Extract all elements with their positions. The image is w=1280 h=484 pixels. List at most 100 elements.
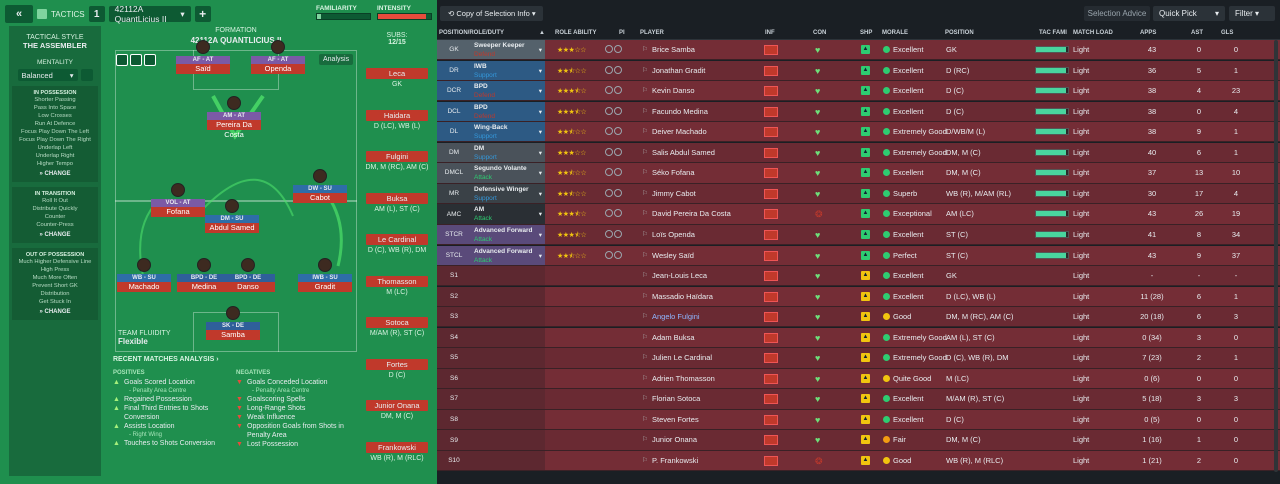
table-row[interactable]: S4 ⚐ Adam Buksa ♥ ▲ Extremely Good AM (L), ST …: [437, 327, 1280, 348]
analysis-item[interactable]: ▼ Long-Range Shots: [236, 404, 359, 413]
chevron-down-icon[interactable]: ▾: [538, 47, 542, 54]
row-role-duty[interactable]: Defensive Winger Support ▾: [471, 183, 545, 204]
pitch-player[interactable]: AF - AT Saïd: [176, 40, 230, 74]
row-role-duty[interactable]: AM Attack ▾: [471, 204, 545, 224]
analysis-item[interactable]: ▼ Lost Possession: [236, 440, 359, 449]
mentality-select[interactable]: Balanced ▾: [17, 69, 78, 81]
row-role-duty[interactable]: DM Support ▾: [471, 142, 545, 163]
chevron-down-icon[interactable]: ▾: [538, 149, 542, 157]
table-row[interactable]: STCR Advanced Forward Attack ▾ ★★★⯪☆ ⚐ Loïs Op…: [437, 224, 1280, 246]
analysis-item[interactable]: ▼ Weak Influence: [236, 413, 359, 422]
mentality-info-icon[interactable]: [80, 69, 93, 81]
header-position-role-duty[interactable]: POSITION/ROLE/DUTY: [439, 30, 505, 36]
header-shp[interactable]: SHP: [860, 30, 873, 36]
row-role-duty[interactable]: Wing-Back Support ▾: [471, 122, 545, 142]
sub-player[interactable]: Fortes D (C): [362, 358, 432, 379]
player-name[interactable]: Angelo Fulgini: [652, 312, 700, 322]
in-transition-change-button[interactable]: » CHANGE: [39, 232, 71, 238]
row-role-duty[interactable]: Advanced Forward Attack ▾: [471, 245, 545, 265]
header-gls[interactable]: GLS: [1221, 30, 1234, 36]
header-ast[interactable]: AST: [1191, 30, 1203, 36]
table-row[interactable]: S5 ⚐ Julien Le Cardinal ♥ ▲ Extremely Good D (…: [437, 348, 1280, 369]
formation-name[interactable]: 42112A QUANTLICIUS II: [190, 36, 282, 45]
player-name[interactable]: Salis Abdul Samed: [652, 147, 715, 157]
analysis-item[interactable]: ▲ Assists Location: [113, 422, 236, 431]
player-name[interactable]: Loïs Openda: [652, 229, 695, 239]
analysis-item[interactable]: ▼ Goals Conceded Location: [236, 378, 359, 387]
player-name[interactable]: Julien Le Cardinal: [652, 353, 713, 363]
tactic-select[interactable]: 42112A QuantLicius II ▾: [108, 4, 191, 24]
player-icon[interactable]: [116, 54, 128, 66]
player-instructions-icons[interactable]: [605, 147, 625, 158]
table-row[interactable]: S3 ⚐ Angelo Fulgini ♥ ▲ Good DM, M (RC), AM (C…: [437, 307, 1280, 328]
analysis-button[interactable]: Analysis: [319, 54, 354, 65]
player-name[interactable]: Adrien Thomasson: [652, 373, 715, 383]
selection-advice-button[interactable]: Selection Advice: [1084, 6, 1150, 21]
analysis-item[interactable]: ▲ Final Third Entries to Shots Conversion: [113, 404, 236, 422]
list-icon[interactable]: [144, 54, 156, 66]
table-row[interactable]: S10 ⚐ P. Frankowski ❂ ▲ Good WB (R), M (RLC) Li…: [437, 451, 1280, 472]
header-match-load[interactable]: MATCH LOAD: [1073, 30, 1113, 36]
player-instructions-icons[interactable]: [605, 229, 625, 240]
player-name[interactable]: Brice Samba: [652, 45, 695, 54]
player-name[interactable]: Séko Fofana: [652, 168, 695, 178]
player-instructions-icons[interactable]: [605, 86, 625, 96]
row-role-duty[interactable]: Sweeper Keeper Defend ▾: [471, 40, 545, 60]
player-instructions-icons[interactable]: [605, 127, 625, 137]
sub-player[interactable]: Leca GK: [362, 68, 432, 88]
player-name[interactable]: Wesley Saïd: [652, 250, 694, 260]
table-row[interactable]: STCL Advanced Forward Attack ▾ ★★⯪☆☆ ⚐ Wesley …: [437, 245, 1280, 266]
pitch-player[interactable]: VOL - AT Fofana: [151, 183, 205, 217]
intensity-meter[interactable]: INTENSITY: [377, 5, 432, 20]
player-instructions-icons[interactable]: [605, 250, 625, 261]
player-instructions-icons[interactable]: [605, 65, 625, 76]
player-name[interactable]: Adam Buksa: [652, 332, 695, 342]
add-tactic-button[interactable]: +: [194, 6, 211, 22]
pitch-player[interactable]: AM - AT Pereira Da Costa: [207, 96, 261, 139]
header-morale[interactable]: MORALE: [882, 30, 908, 36]
tactic-slot-number[interactable]: 1: [88, 6, 105, 22]
table-row[interactable]: S1 ⚐ Jean-Louis Leca ♥ ▲ Excellent GK Light - - -: [437, 266, 1280, 287]
analysis-item[interactable]: ▲ Touches to Shots Conversion: [113, 439, 236, 448]
table-row[interactable]: GK Sweeper Keeper Defend ▾ ★★★☆☆ ⚐ Brice Samba…: [437, 40, 1280, 61]
familiarity-meter[interactable]: FAMILIARITY: [316, 5, 371, 20]
quick-pick-button[interactable]: Quick Pick ▾: [1153, 6, 1225, 21]
table-row[interactable]: DCL BPD Defend ▾ ★★★⯪☆ ⚐ Facundo Medina ♥ ▲ Excel…: [437, 101, 1280, 122]
table-row[interactable]: AMC AM Attack ▾ ★★★⯪☆ ⚐ David Pereira Da Costa…: [437, 204, 1280, 225]
out-of-possession-change-button[interactable]: » CHANGE: [39, 309, 71, 315]
player-instructions-icons[interactable]: [605, 188, 625, 199]
table-scrollbar[interactable]: [1274, 40, 1278, 472]
header-tac-fami[interactable]: TAC FAMI: [1039, 30, 1067, 36]
table-row[interactable]: MR Defensive Winger Support ▾ ★★⯪☆☆ ⚐ Jimmy Ca…: [437, 183, 1280, 205]
row-role-duty[interactable]: Segundo Volante Attack ▾: [471, 163, 545, 183]
pitch-player[interactable]: SK - DE Samba: [206, 306, 260, 340]
stats-icon[interactable]: [130, 54, 142, 66]
analysis-item[interactable]: ▲ Regained Possession: [113, 395, 236, 404]
player-instructions-icons[interactable]: [605, 168, 625, 178]
header-con[interactable]: CON: [813, 30, 827, 36]
pitch-player[interactable]: BPD - DE Medina: [177, 258, 231, 292]
player-name[interactable]: Massadio Haïdara: [652, 291, 713, 301]
player-name[interactable]: Junior Onana: [652, 435, 698, 445]
filter-button[interactable]: Filter ▾: [1229, 6, 1275, 21]
analysis-item[interactable]: ▼ Opposition Goals from Shots in Penalty …: [236, 422, 359, 440]
header-apps[interactable]: APPS: [1140, 30, 1157, 36]
table-row[interactable]: S8 ⚐ Steven Fortes ♥ ▲ Excellent D (C) Light 0 (…: [437, 409, 1280, 431]
in-possession-change-button[interactable]: » CHANGE: [39, 171, 71, 177]
player-name[interactable]: Facundo Medina: [652, 106, 708, 116]
sub-player[interactable]: Thomasson M (LC): [362, 275, 432, 296]
player-instructions-icons[interactable]: [605, 106, 625, 117]
header-inf[interactable]: INF: [765, 30, 775, 36]
player-name[interactable]: P. Frankowski: [652, 456, 699, 465]
player-name[interactable]: David Pereira Da Costa: [652, 209, 731, 219]
sub-player[interactable]: Junior Onana DM, M (C): [362, 400, 432, 420]
sub-player[interactable]: Fulgini DM, M (RC), AM (C): [362, 151, 432, 171]
chevron-down-icon[interactable]: ▾: [538, 252, 542, 260]
chevron-down-icon[interactable]: ▾: [538, 170, 542, 178]
sub-player[interactable]: Sotoca M/AM (R), ST (C): [362, 317, 432, 337]
player-instructions-icons[interactable]: [605, 45, 625, 55]
player-name[interactable]: Deiver Machado: [652, 127, 707, 137]
player-name[interactable]: Kevin Danso: [652, 86, 695, 96]
pitch-player[interactable]: BPD - DE Danso: [221, 258, 275, 292]
table-row[interactable]: DM DM Support ▾ ★★★☆☆ ⚐ Salis Abdul Samed ♥ ▲ Ext…: [437, 142, 1280, 164]
